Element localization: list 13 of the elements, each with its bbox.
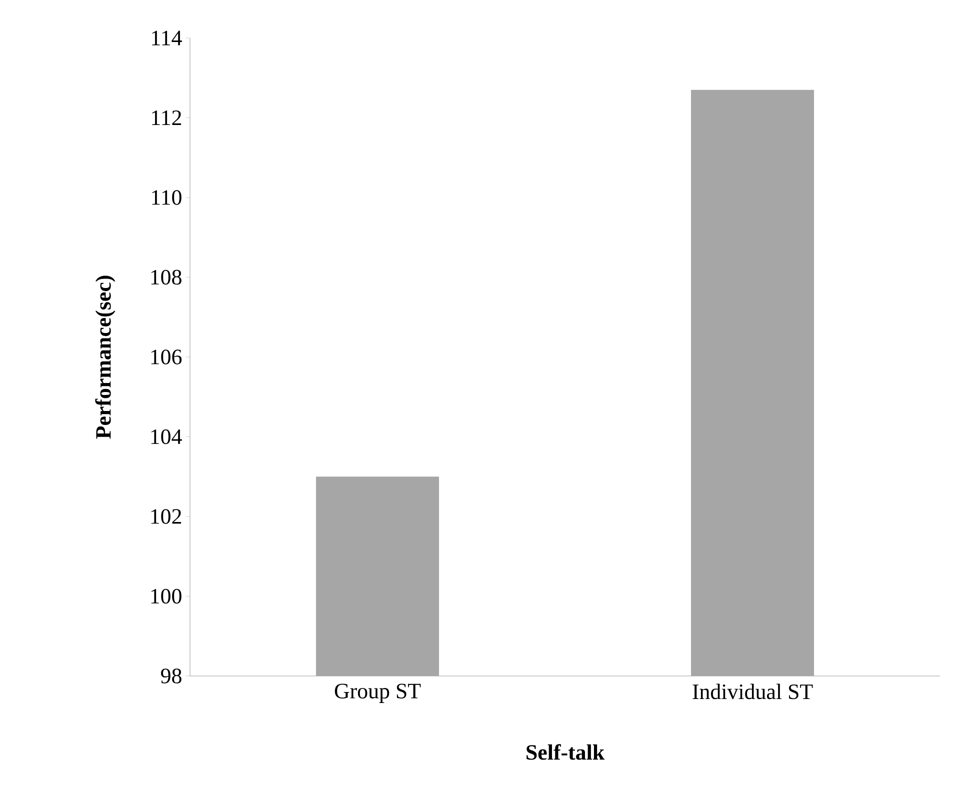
y-tick-label: 106	[151, 350, 182, 364]
x-tick-label: Group ST	[334, 684, 421, 703]
y-tick-label: 110	[152, 190, 182, 205]
y-tick-label: 112	[152, 110, 182, 125]
y-axis-title: Performance(sec)	[95, 276, 116, 439]
y-tick-label: 98	[161, 668, 182, 684]
x-axis-title: Self-talk	[526, 744, 605, 760]
y-tick-label: 108	[151, 270, 182, 285]
y-tick-label: 100	[151, 588, 182, 604]
y-tick-label: 102	[151, 509, 182, 524]
y-tick-label: 104	[151, 429, 182, 444]
y-tick-label: 114	[152, 30, 182, 46]
x-tick-label: Individual ST	[692, 684, 813, 700]
